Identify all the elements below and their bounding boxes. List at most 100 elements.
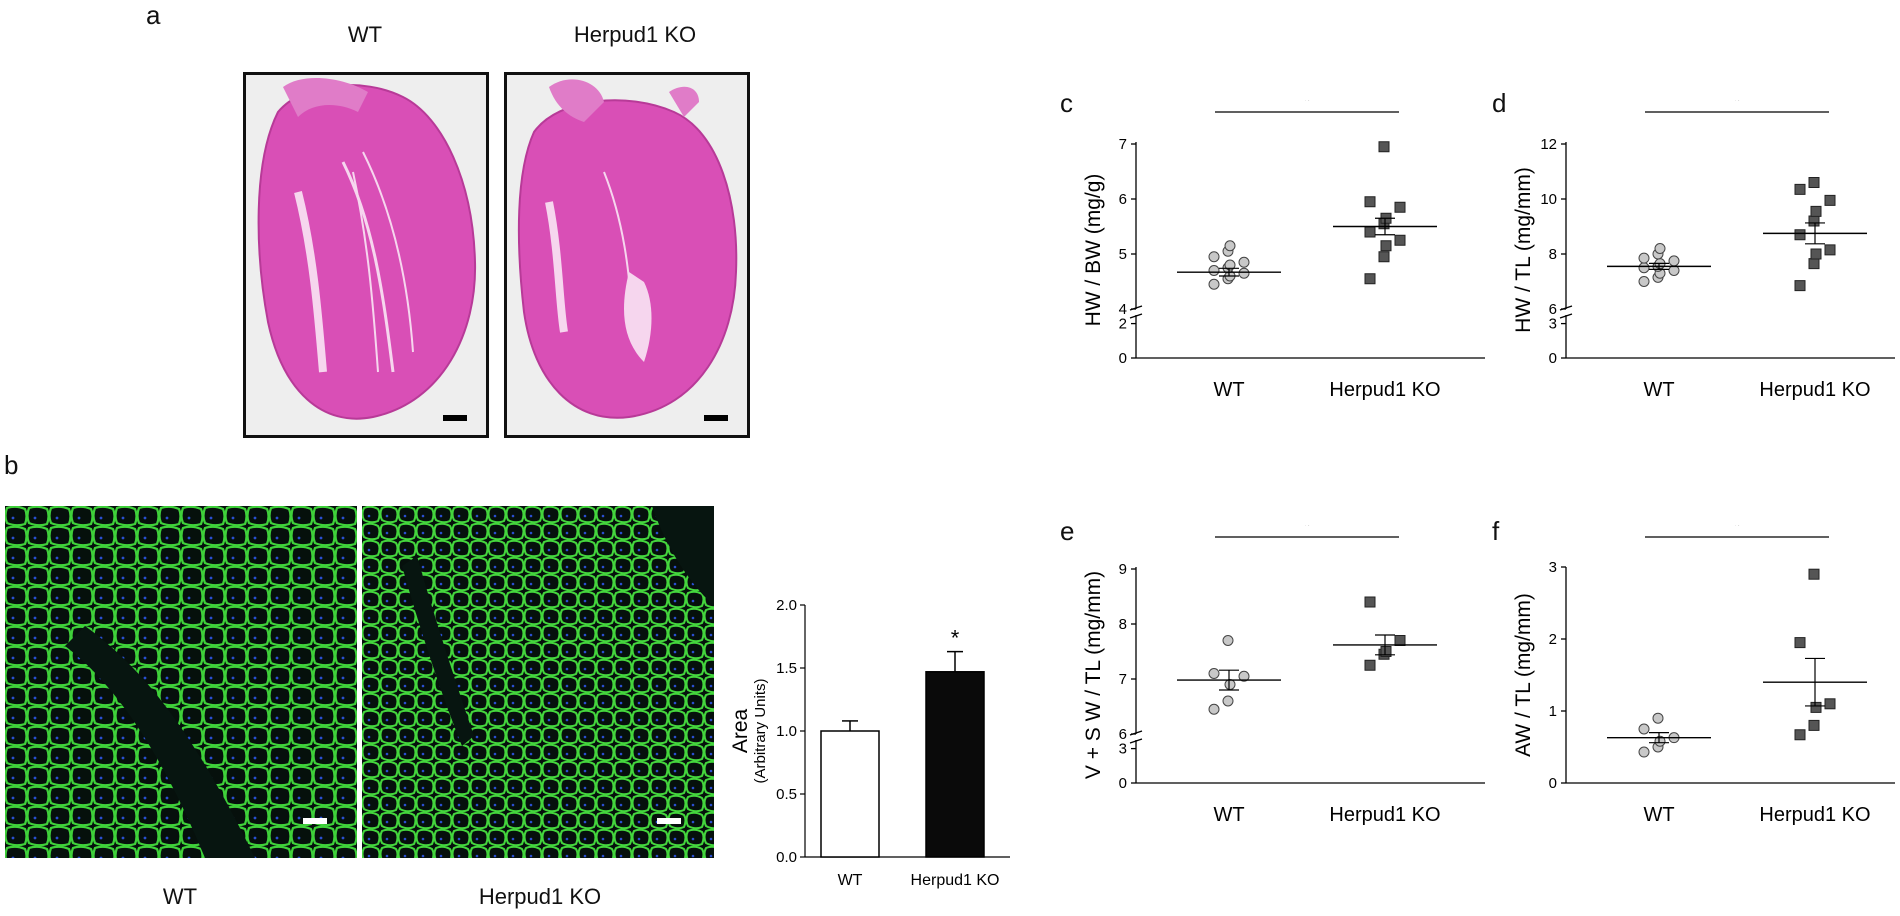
data-point-ko — [1794, 183, 1806, 195]
significance-star: * — [1733, 100, 1742, 113]
data-point-wt — [1208, 703, 1220, 715]
area-bar-chart: 0.0 0.5 1.0 1.5 2.0 WT Herpud1 KO * Area (Arbitra… — [729, 597, 1010, 889]
data-point-ko — [1794, 280, 1806, 292]
hw-tl-scatter: 6 8 10 12 0 3 WT Herpud1 KO HW / TL (mg/mm) * — [1512, 100, 1895, 401]
y-tick-label: 2 — [1549, 631, 1557, 648]
y-tick-label: 3 — [1549, 316, 1557, 333]
data-point-wt — [1224, 679, 1236, 690]
y-tick-label: 10 — [1540, 191, 1557, 208]
panel-b-letter: b — [4, 450, 19, 480]
y-axis-label: AW / TL (mg/mm) — [1512, 593, 1535, 757]
axis-break-mark — [1129, 313, 1143, 319]
y-tick-label: 6 — [1119, 726, 1127, 743]
axis-break-mark — [1129, 738, 1143, 744]
x-tick-label: WT — [838, 872, 863, 889]
y-tick-label: 6 — [1119, 191, 1127, 208]
significance-star: * — [1303, 525, 1312, 538]
data-point-wt — [1638, 252, 1650, 264]
y-tick-label: 1.0 — [776, 723, 797, 740]
data-point-ko — [1808, 568, 1820, 580]
data-point-ko — [1380, 646, 1392, 657]
data-point-ko — [1824, 698, 1836, 710]
he-image-ko — [504, 72, 750, 438]
y-tick-label: 0.5 — [776, 786, 797, 803]
data-point-ko — [1808, 215, 1820, 227]
data-point-wt — [1224, 240, 1236, 252]
data-point-ko — [1810, 205, 1822, 217]
bar-Herpud1 KO — [925, 671, 985, 858]
data-point-wt — [1238, 670, 1250, 682]
panel-f-letter: f — [1492, 516, 1500, 546]
x-tick-label: WT — [1643, 379, 1674, 401]
data-point-wt — [1222, 695, 1234, 707]
data-point-ko — [1794, 729, 1806, 741]
data-point-wt — [1638, 746, 1650, 758]
significance-star: * — [951, 626, 960, 651]
y-tick-label: 7 — [1119, 136, 1127, 153]
data-point-wt — [1208, 251, 1220, 263]
y-tick-label: 1.5 — [776, 660, 797, 677]
data-point-wt — [1638, 276, 1650, 287]
data-point-ko — [1364, 226, 1376, 238]
data-point-ko — [1380, 240, 1392, 252]
y-tick-label: 12 — [1540, 136, 1557, 153]
data-point-ko — [1824, 244, 1836, 256]
panel-e-letter: e — [1060, 516, 1075, 546]
data-point-wt — [1668, 255, 1680, 267]
y-tick-label: 2.0 — [776, 597, 797, 614]
data-point-wt — [1208, 278, 1220, 290]
panel-a-ko-label: Herpud1 KO — [573, 22, 697, 47]
x-tick-label: WT — [1213, 379, 1244, 401]
y-tick-label: 2 — [1119, 316, 1127, 333]
data-point-ko — [1810, 248, 1822, 260]
y-tick-label: 3 — [1549, 559, 1557, 576]
data-point-wt — [1238, 256, 1250, 268]
significance-star: * — [1303, 100, 1312, 113]
axis-break-mark — [1559, 313, 1573, 319]
data-point-ko — [1364, 196, 1376, 208]
y-tick-label: 4 — [1119, 301, 1127, 318]
x-tick-label: Herpud1 KO — [1759, 804, 1870, 826]
data-point-wt — [1208, 668, 1220, 679]
y-axis-label: HW / BW (mg/g) — [1082, 174, 1105, 327]
significance-star: * — [1733, 525, 1742, 538]
aw-tl-scatter: 0 1 2 3 WT Herpud1 KO AW / TL (mg/mm) * — [1512, 525, 1895, 826]
data-point-wt — [1638, 262, 1650, 274]
y-tick-label: 0 — [1549, 775, 1557, 792]
data-point-ko — [1394, 234, 1406, 246]
data-point-wt — [1224, 259, 1236, 271]
data-point-ko — [1808, 258, 1820, 270]
data-point-ko — [1378, 141, 1390, 153]
data-point-ko — [1808, 177, 1820, 188]
y-axis-label: V + S W / TL (mg/mm) — [1082, 571, 1105, 779]
y-tick-label: 1 — [1549, 703, 1557, 720]
data-point-ko — [1808, 719, 1820, 731]
data-point-ko — [1794, 229, 1806, 241]
y-tick-label: 7 — [1119, 671, 1127, 688]
data-point-ko — [1394, 201, 1406, 213]
y-tick-label: 0 — [1549, 350, 1557, 367]
x-tick-label: WT — [1643, 804, 1674, 826]
x-tick-label: WT — [1213, 804, 1244, 826]
data-point-wt — [1638, 723, 1650, 735]
data-point-wt — [1652, 712, 1664, 724]
y-tick-label: 0 — [1119, 350, 1127, 367]
panel-b-wt-label: WT — [162, 884, 198, 909]
panel-a-letter: a — [146, 0, 161, 30]
x-tick-label: Herpud1 KO — [1759, 379, 1870, 401]
panel-d-letter: d — [1492, 88, 1507, 118]
data-point-ko — [1394, 635, 1406, 646]
if-image-ko — [362, 506, 714, 858]
vsw-tl-scatter: 6 7 8 9 0 3 WT Herpud1 KO V + S W / TL (mg/mm) * — [1082, 525, 1485, 826]
y-tick-label: 6 — [1549, 301, 1557, 318]
data-point-ko — [1794, 637, 1806, 649]
x-tick-label: Herpud1 KO — [1329, 379, 1440, 401]
data-point-ko — [1364, 273, 1376, 285]
y-tick-label: 0 — [1119, 775, 1127, 792]
data-point-wt — [1222, 635, 1234, 646]
y-tick-label: 0.0 — [776, 849, 797, 866]
panel-a-wt-label: WT — [347, 22, 383, 47]
y-tick-label: 8 — [1549, 246, 1557, 263]
panel-c-letter: c — [1060, 88, 1073, 118]
bar-WT — [820, 730, 880, 858]
